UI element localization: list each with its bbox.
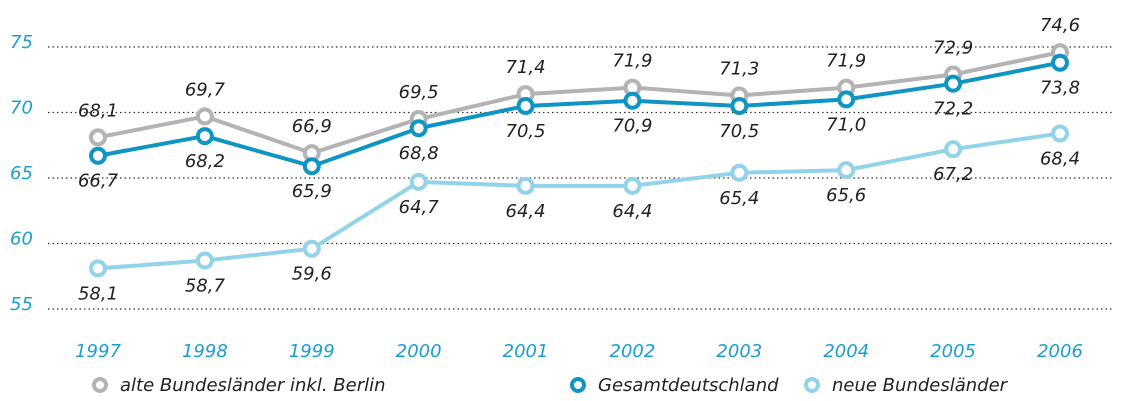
point xyxy=(623,176,642,195)
x-tick-label: 2002 xyxy=(610,341,656,362)
point xyxy=(409,172,428,191)
point xyxy=(1051,124,1069,143)
y-tick-label: 65 xyxy=(10,163,33,184)
value-label: 68,8 xyxy=(399,143,439,164)
point xyxy=(944,140,963,159)
point xyxy=(1051,53,1069,72)
legend-marker xyxy=(570,377,586,393)
value-label: 66,9 xyxy=(292,116,332,137)
value-label: 59,6 xyxy=(292,264,332,285)
value-label: 69,5 xyxy=(399,82,439,103)
point xyxy=(89,146,107,165)
x-tick-label: 2005 xyxy=(930,341,976,362)
x-tick-label: 2006 xyxy=(1037,341,1083,362)
x-tick-label: 2004 xyxy=(823,341,869,362)
value-label: 68,2 xyxy=(185,151,225,172)
y-tick-label: 75 xyxy=(10,32,33,53)
point xyxy=(195,251,214,270)
legend-label: neue Bundesländer xyxy=(832,375,1009,396)
value-label: 66,7 xyxy=(78,171,119,192)
point xyxy=(409,119,428,138)
legend-marker xyxy=(92,377,108,393)
value-label: 74,6 xyxy=(1040,15,1080,36)
series-line xyxy=(97,60,1061,169)
value-label: 70,5 xyxy=(506,121,546,142)
value-label: 70,9 xyxy=(612,116,652,137)
point xyxy=(623,91,642,110)
value-label: 68,4 xyxy=(1040,148,1080,169)
value-label: 65,6 xyxy=(826,185,866,206)
y-tick-label: 70 xyxy=(10,98,33,119)
point xyxy=(89,128,107,147)
legend-label: Gesamtdeutschland xyxy=(598,375,779,396)
value-label: 71,3 xyxy=(719,58,759,79)
series-line xyxy=(97,131,1061,271)
legend-label: alte Bundesländer inkl. Berlin xyxy=(120,375,386,396)
point xyxy=(944,74,963,93)
series-line xyxy=(97,50,1061,156)
point xyxy=(730,163,749,182)
x-tick-label: 2000 xyxy=(396,341,442,362)
value-label: 64,4 xyxy=(506,201,546,222)
value-label: 72,2 xyxy=(933,99,973,120)
x-tick-label: 1998 xyxy=(182,341,228,362)
value-label: 65,9 xyxy=(292,181,332,202)
value-label: 64,7 xyxy=(399,197,440,218)
value-label: 71,9 xyxy=(612,51,652,72)
value-label: 69,7 xyxy=(185,79,226,100)
x-tick-label: 1997 xyxy=(75,341,121,362)
point xyxy=(730,96,749,115)
value-label: 71,4 xyxy=(506,57,546,78)
x-tick-label: 2001 xyxy=(503,341,549,362)
legend-marker xyxy=(804,377,820,393)
x-tick-label: 2003 xyxy=(716,341,762,362)
point xyxy=(195,127,214,146)
value-label: 71,9 xyxy=(826,51,866,72)
value-label: 58,7 xyxy=(185,276,226,297)
value-label: 64,4 xyxy=(612,201,652,222)
point xyxy=(302,239,321,258)
value-label: 68,1 xyxy=(78,100,118,121)
point xyxy=(516,96,535,115)
point xyxy=(837,161,856,180)
point xyxy=(837,90,856,109)
value-label: 70,5 xyxy=(719,121,759,142)
y-tick-label: 55 xyxy=(10,294,33,315)
value-label: 72,9 xyxy=(933,38,973,59)
value-label: 67,2 xyxy=(933,164,973,185)
point xyxy=(302,157,321,176)
point xyxy=(89,259,107,278)
value-label: 58,1 xyxy=(78,283,118,304)
x-tick-label: 1999 xyxy=(289,341,335,362)
value-label: 65,4 xyxy=(719,188,759,209)
point xyxy=(516,176,535,195)
value-label: 73,8 xyxy=(1040,78,1080,99)
value-label: 71,0 xyxy=(826,114,866,135)
y-tick-label: 60 xyxy=(10,229,33,250)
point xyxy=(195,107,214,126)
